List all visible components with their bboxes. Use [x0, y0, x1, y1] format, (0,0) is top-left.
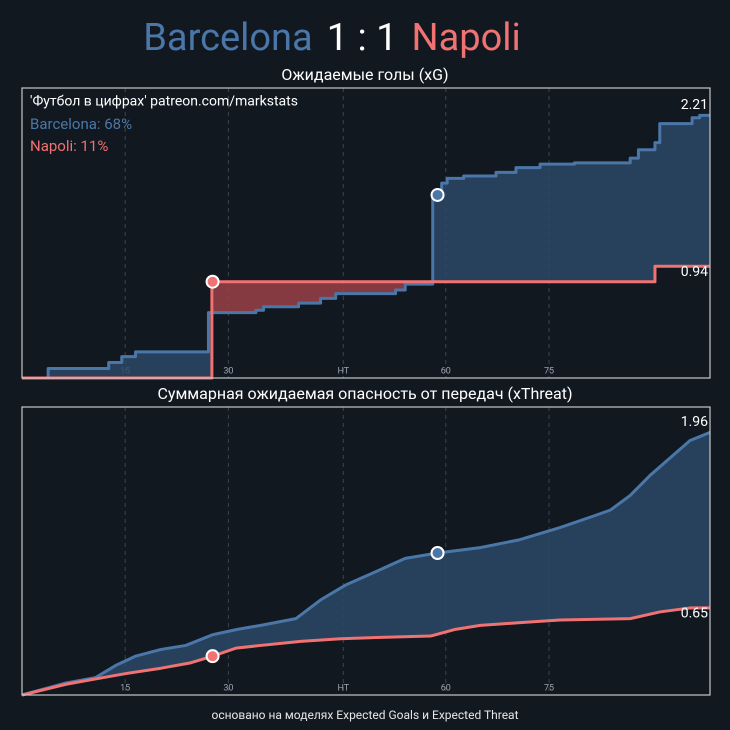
footer: основано на моделях Expected Goals и Exp… [211, 708, 518, 722]
panel-title: Суммарная ожидаемая опасность от передач… [157, 384, 572, 403]
goal-marker [430, 546, 445, 561]
end-value-label: 2.21 [681, 97, 708, 113]
match-title: Barcelona 1 : 1 Napoli [143, 16, 521, 60]
credit: 'Футбол в цифрах' patreon.com/markstats [30, 94, 298, 110]
home-team: Barcelona [143, 16, 312, 60]
legend-label: Barcelona: 68% [30, 115, 132, 133]
x-tick-label: 30 [223, 366, 233, 376]
series-line [21, 606, 710, 697]
x-tick-label: 15 [120, 683, 130, 693]
end-value-label: 0.65 [681, 606, 708, 622]
x-tick-label: HT [337, 683, 349, 693]
panel-frame [21, 406, 711, 696]
x-tick-label: 30 [223, 683, 233, 693]
x-tick-label: 60 [441, 366, 451, 376]
x-tick-label: 75 [544, 366, 554, 376]
end-value-label: 0.94 [681, 264, 708, 280]
x-tick-label: HT [337, 366, 349, 376]
goal-marker [430, 187, 445, 202]
x-tick-label: 60 [441, 683, 451, 693]
goal-marker [205, 649, 220, 664]
score: 1 : 1 [327, 16, 398, 60]
x-tick-label: 75 [544, 683, 554, 693]
legend-label: Napoli: 11% [30, 137, 108, 155]
goal-marker [205, 274, 220, 289]
series-line [21, 431, 711, 697]
end-value-label: 1.96 [681, 414, 708, 430]
away-team: Napoli [411, 16, 520, 60]
panel-title: Ожидаемые голы (xG) [281, 65, 448, 84]
panel-frame [21, 87, 711, 379]
